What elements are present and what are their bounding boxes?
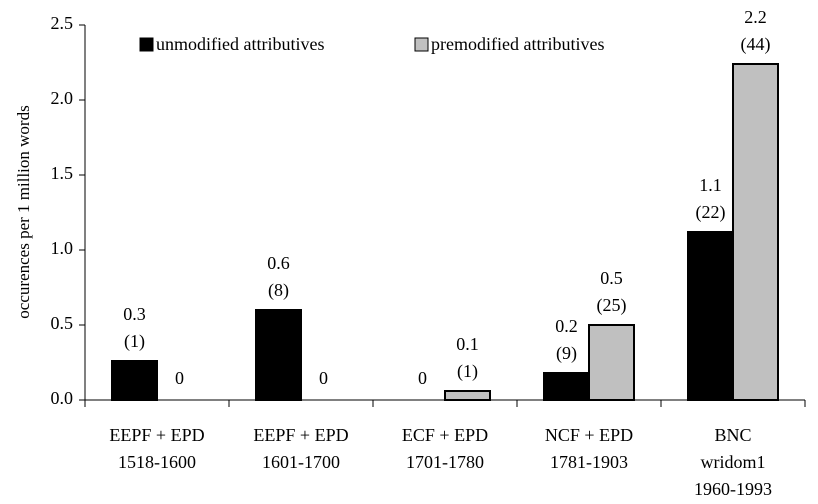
count-label: (25) xyxy=(597,295,627,316)
x-tick-label: 1960-1993 xyxy=(694,479,772,499)
bar xyxy=(255,309,302,401)
count-label: (9) xyxy=(556,343,577,364)
bar xyxy=(543,372,590,401)
value-label: 0.3 xyxy=(123,304,146,324)
y-axis-title: occurences per 1 million words xyxy=(14,105,33,318)
value-label: 0.2 xyxy=(555,316,578,336)
x-tick-label: EEPF + EPD xyxy=(109,425,204,445)
count-label: (8) xyxy=(268,280,289,301)
value-label: 2.2 xyxy=(744,7,767,27)
x-tick-label: wridom1 xyxy=(701,452,766,472)
x-tick-label: 1518-1600 xyxy=(118,452,196,472)
value-label: 0 xyxy=(418,368,427,388)
bar xyxy=(111,360,158,401)
legend-swatch xyxy=(414,37,429,52)
y-tick-label: 0.0 xyxy=(51,388,74,408)
x-tick-label: 1701-1780 xyxy=(406,452,484,472)
bar xyxy=(588,324,635,401)
count-label: (22) xyxy=(696,202,726,223)
value-label: 1.1 xyxy=(699,175,722,195)
value-label: 0.1 xyxy=(456,334,479,354)
y-tick-label: 1.0 xyxy=(51,238,74,258)
value-label: 0 xyxy=(319,368,328,388)
y-tick-label: 0.5 xyxy=(51,313,74,333)
count-label: (1) xyxy=(457,361,478,382)
value-label: 0 xyxy=(175,368,184,388)
bar xyxy=(732,63,779,401)
bar xyxy=(687,231,734,401)
legend-label: premodified attributives xyxy=(431,34,604,54)
y-tick-label: 1.5 xyxy=(51,163,74,183)
x-tick-label: BNC xyxy=(714,425,751,445)
x-tick-label: ECF + EPD xyxy=(402,425,488,445)
count-label: (1) xyxy=(124,331,145,352)
x-tick-label: NCF + EPD xyxy=(545,425,633,445)
x-tick-label: EEPF + EPD xyxy=(253,425,348,445)
legend-swatch xyxy=(139,37,154,52)
value-label: 0.5 xyxy=(600,268,623,288)
value-label: 0.6 xyxy=(267,253,290,273)
bar xyxy=(444,390,491,401)
x-tick-label: 1601-1700 xyxy=(262,452,340,472)
y-tick-label: 2.5 xyxy=(51,13,74,33)
count-label: (44) xyxy=(741,34,771,55)
x-tick-label: 1781-1903 xyxy=(550,452,628,472)
y-tick-label: 2.0 xyxy=(51,88,74,108)
legend-label: unmodified attributives xyxy=(156,34,324,54)
